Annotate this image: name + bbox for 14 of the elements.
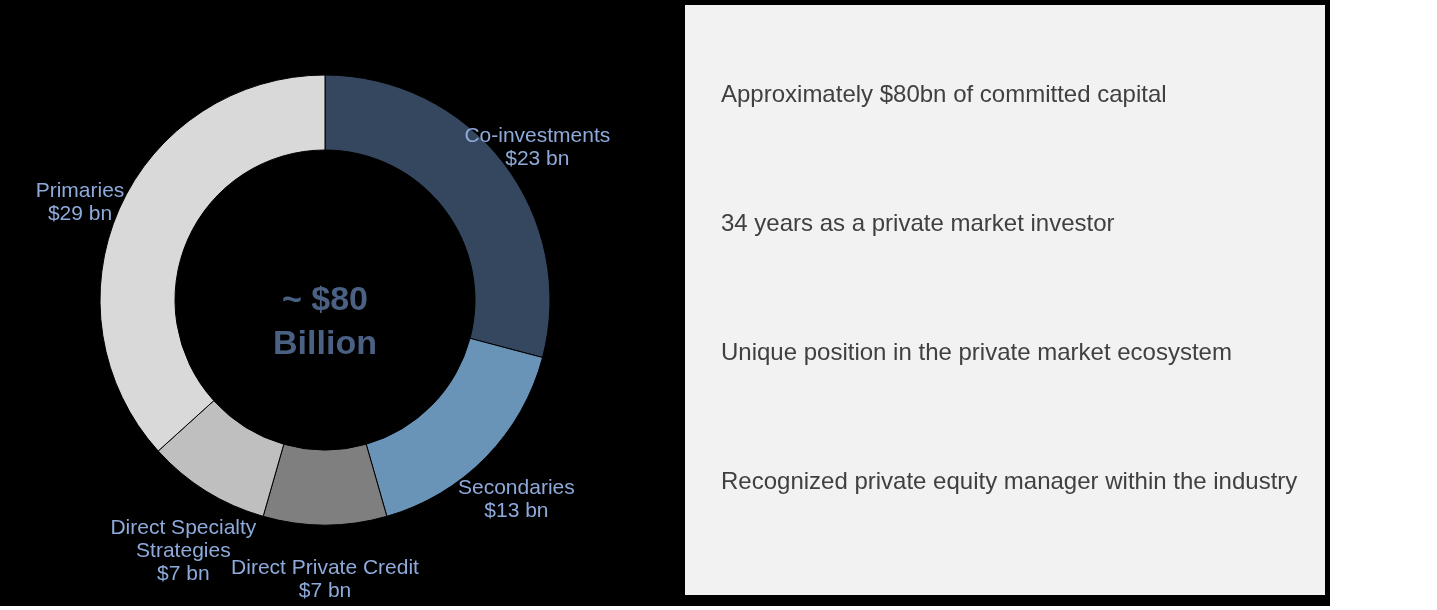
text: Approximately $80bn of committed capital [721, 80, 1167, 107]
text: Recognized private equity manager within the industry [721, 467, 1298, 494]
data-label: $13 bn [484, 497, 549, 521]
data-label: $7 bn [298, 578, 352, 601]
data-label: $23 bn [505, 146, 570, 170]
slice-label: Direct Private Credit [231, 555, 420, 578]
text: ~ $80 Billion [273, 279, 377, 361]
slice-label: Co-investments [464, 123, 611, 147]
text: Unique position in the private market ecosystem [721, 338, 1232, 365]
slice-label: Primaries [35, 178, 125, 202]
text: 34 years as a private market investor [721, 209, 1115, 236]
slice-label: Secondaries [458, 474, 575, 498]
data-label: $29 bn [47, 201, 113, 225]
data-label: $7 bn [157, 560, 210, 584]
